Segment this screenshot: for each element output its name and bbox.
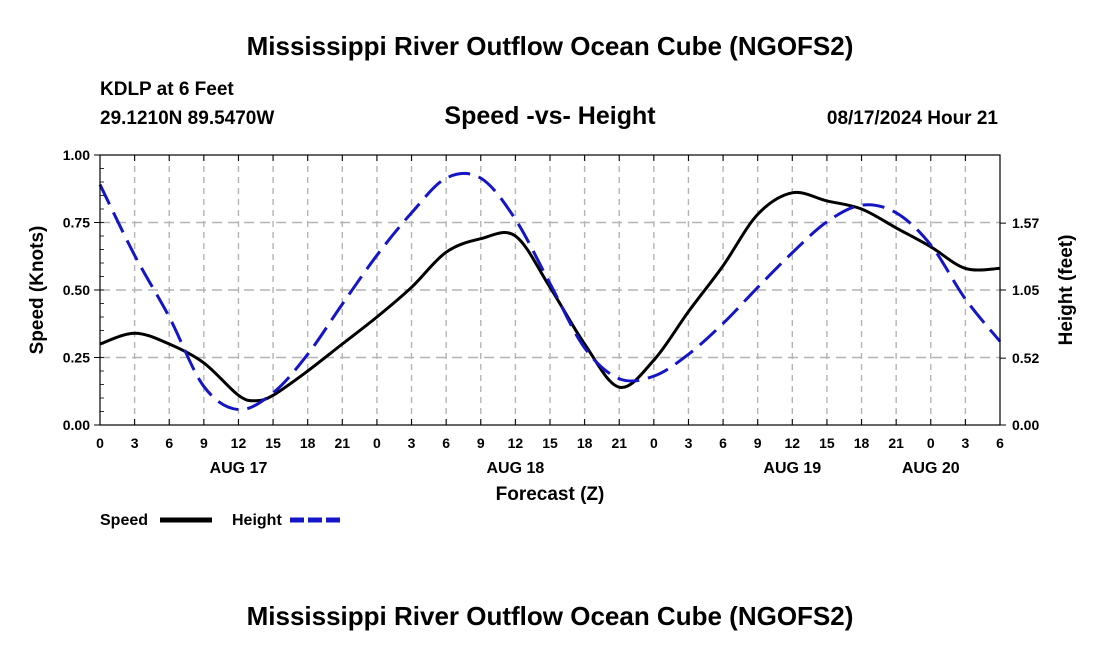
x-tick-label: 9 <box>477 435 485 451</box>
chart-subtitle: Speed -vs- Height <box>444 102 656 130</box>
series-lines <box>98 171 1002 412</box>
y2-tick-label: 1.57 <box>1012 215 1039 231</box>
height-series-line <box>98 171 1002 412</box>
y-tick-label: 0.50 <box>63 282 90 298</box>
date-label: AUG 17 <box>210 460 268 477</box>
x-tick-label: 9 <box>200 435 208 451</box>
x-tick-label: 15 <box>265 435 281 451</box>
x-tick-label: 3 <box>961 435 969 451</box>
x-tick-label: 15 <box>819 435 835 451</box>
axis-ticks: 0 3 6 9 12 15 18 21 0 3 6 9 12 15 18 21 0 3 6 9 12 15 18 21 0 3 60… <box>63 147 1040 477</box>
y-tick-label: 0.75 <box>63 215 90 231</box>
x-tick-label: 0 <box>373 435 381 451</box>
x-tick-label: 9 <box>754 435 762 451</box>
speed-series-line <box>99 190 1001 403</box>
y-axis-label: Speed (Knots) <box>27 226 48 355</box>
date-label: AUG 20 <box>902 460 960 477</box>
x-axis-label: Forecast (Z) <box>496 484 605 505</box>
x-tick-label: 3 <box>685 435 693 451</box>
x-tick-label: 21 <box>335 435 351 451</box>
x-tick-label: 21 <box>611 435 627 451</box>
y-tick-label: 0.25 <box>63 350 90 366</box>
x-tick-label: 18 <box>854 435 870 451</box>
legend-label-speed: Speed <box>100 512 148 529</box>
date-label: AUG 19 <box>763 460 821 477</box>
x-tick-label: 6 <box>165 435 173 451</box>
footer-title: Mississippi River Outflow Ocean Cube (NG… <box>247 601 854 631</box>
station-name: KDLP at 6 Feet <box>100 79 234 100</box>
x-tick-label: 12 <box>785 435 801 451</box>
x-tick-label: 6 <box>996 435 1004 451</box>
forecast-timestamp: 08/17/2024 Hour 21 <box>827 108 999 129</box>
x-tick-label: 21 <box>888 435 904 451</box>
x-tick-label: 0 <box>927 435 935 451</box>
y2-tick-label: 0.52 <box>1012 350 1039 366</box>
x-tick-label: 18 <box>300 435 316 451</box>
legend-label-height: Height <box>232 512 282 529</box>
x-tick-label: 18 <box>577 435 593 451</box>
y2-tick-label: 1.05 <box>1012 282 1039 298</box>
x-tick-label: 15 <box>542 435 558 451</box>
legend: Speed Height <box>100 512 342 529</box>
y-tick-label: 1.00 <box>63 147 90 163</box>
x-tick-label: 3 <box>131 435 139 451</box>
y-tick-label: 0.00 <box>63 417 90 433</box>
x-tick-label: 6 <box>442 435 450 451</box>
x-tick-label: 0 <box>650 435 658 451</box>
x-tick-label: 12 <box>231 435 247 451</box>
x-tick-label: 3 <box>408 435 416 451</box>
x-tick-label: 0 <box>96 435 104 451</box>
date-label: AUG 18 <box>486 460 544 477</box>
x-tick-label: 6 <box>719 435 727 451</box>
x-tick-label: 12 <box>508 435 524 451</box>
station-coords: 29.1210N 89.5470W <box>100 108 274 129</box>
page-title: Mississippi River Outflow Ocean Cube (NG… <box>247 31 854 61</box>
y2-axis-label: Height (feet) <box>1056 235 1077 346</box>
y2-tick-label: 0.00 <box>1012 417 1039 433</box>
